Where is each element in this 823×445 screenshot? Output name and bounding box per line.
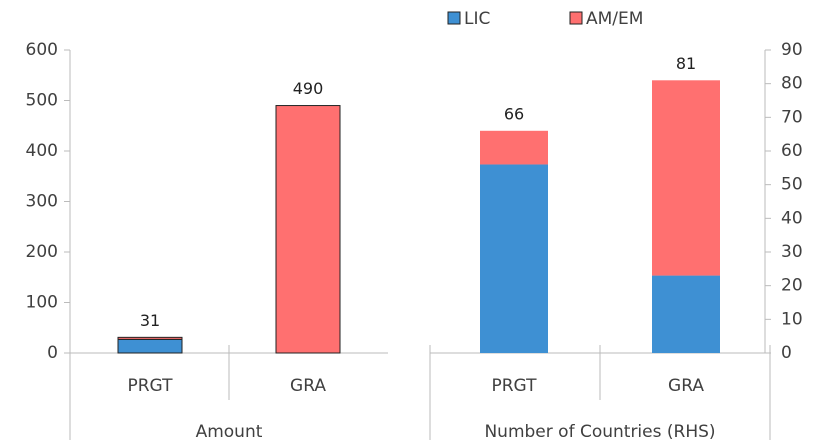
y2-tick-label: 30 xyxy=(781,242,803,262)
data-label: 490 xyxy=(293,79,324,98)
bar-segment xyxy=(480,130,548,165)
y-tick-label: 300 xyxy=(26,192,58,212)
y-tick-label: 500 xyxy=(26,91,58,111)
y2-tick-label: 20 xyxy=(781,276,803,296)
x-tick-label: PRGT xyxy=(491,376,537,396)
y2-tick-label: 0 xyxy=(781,343,792,363)
y-tick-label: 0 xyxy=(47,343,58,363)
data-label: 66 xyxy=(504,104,524,123)
bar-segment xyxy=(117,338,183,354)
legend-swatch xyxy=(569,11,583,25)
y2-tick-label: 50 xyxy=(781,175,803,195)
y2-tick-label: 40 xyxy=(781,208,803,228)
y-tick-label: 400 xyxy=(26,141,58,161)
y-tick-label: 100 xyxy=(26,293,58,313)
data-label: 31 xyxy=(140,311,160,330)
bar-segment xyxy=(652,275,720,353)
y2-tick-label: 10 xyxy=(781,309,803,329)
legend-label: LIC xyxy=(464,9,490,29)
bar-segment xyxy=(117,336,183,340)
y2-tick-label: 80 xyxy=(781,74,803,94)
bar-segment xyxy=(275,105,341,354)
y2-tick-label: 70 xyxy=(781,107,803,127)
y2-tick-label: 60 xyxy=(781,141,803,161)
x-tick-label: PRGT xyxy=(127,376,173,396)
group-label: Amount xyxy=(196,422,263,442)
bar-segment xyxy=(652,80,720,276)
y2-tick-label: 90 xyxy=(781,40,803,60)
group-label: Number of Countries (RHS) xyxy=(484,422,715,442)
legend-swatch xyxy=(447,11,461,25)
x-tick-label: GRA xyxy=(290,376,326,396)
y-tick-label: 600 xyxy=(26,40,58,60)
data-label: 81 xyxy=(676,54,696,73)
bar-segment xyxy=(480,164,548,353)
legend-label: AM/EM xyxy=(586,9,643,29)
y-tick-label: 200 xyxy=(26,242,58,262)
x-tick-label: GRA xyxy=(668,376,704,396)
